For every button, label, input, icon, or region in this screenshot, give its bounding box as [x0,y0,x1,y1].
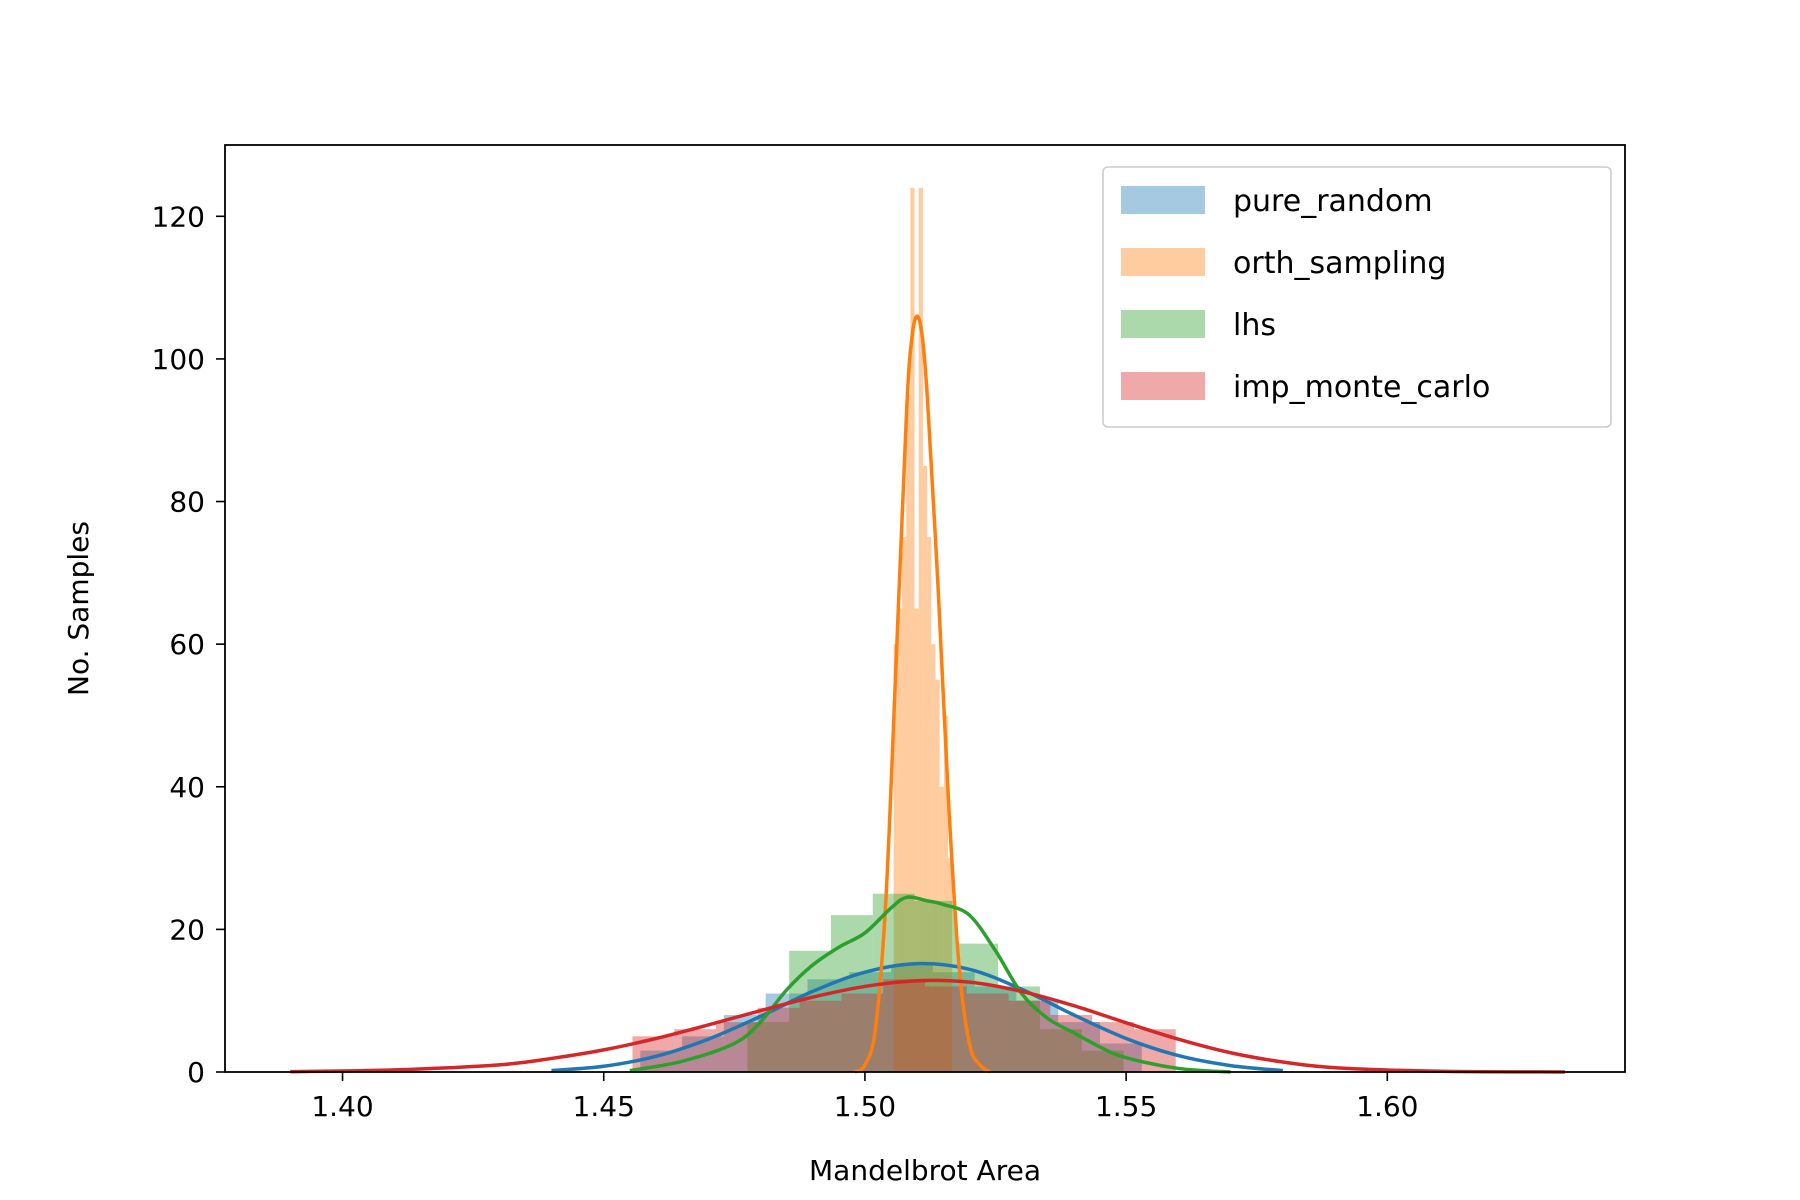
hist-bar [897,608,903,1072]
hist-pure-random [640,965,1142,1072]
hist-bar [918,187,923,1073]
y-axis: 0 20 40 60 80 100 120 [152,200,225,1089]
legend-item-orth-sampling: orth_sampling [1121,246,1446,281]
hist-bar [931,644,936,1072]
hist-bar [799,1000,842,1072]
hist-bar [1039,1029,1082,1072]
y-tick-label: 120 [152,200,205,233]
hist-bar [998,986,1040,1072]
legend-swatch [1121,248,1205,276]
hist-bar [910,187,915,1073]
x-tick-label: 1.50 [834,1090,896,1123]
hist-bar [883,979,925,1072]
hist-bar [935,679,940,1072]
legend-swatch [1121,310,1205,338]
hist-bar [914,608,919,1072]
x-tick-label: 1.55 [1095,1090,1157,1123]
hist-bar [974,986,1017,1072]
x-tick-label: 1.45 [573,1090,635,1123]
hist-bar [893,644,898,1072]
plot-frame [224,144,1626,1073]
y-tick-label: 60 [169,628,205,661]
hist-bar [943,715,948,1072]
legend-item-lhs: lhs [1121,308,1276,343]
hist-bar [925,986,967,1072]
hist-bar [789,950,831,1072]
y-tick-label: 40 [169,771,205,804]
kde-line-lhs [629,895,1231,1074]
legend-box [1102,166,1612,428]
hist-bar [902,537,907,1072]
y-tick-label: 0 [187,1056,205,1089]
kde-line-orth-sampling [853,314,992,1074]
hist-bar [927,537,932,1072]
x-axis-label: Mandelbrot Area [809,1154,1041,1187]
hist-bar [1008,1000,1051,1072]
legend-swatch [1121,186,1205,214]
hist-bar [1081,1050,1124,1072]
kde-layer [290,314,1565,1074]
hist-bar [1058,1022,1100,1072]
kde-line-pure-random [551,961,1284,1073]
hist-bar [932,972,975,1072]
y-tick-label: 20 [169,913,205,946]
legend-swatch [1121,372,1205,400]
hist-bar [1016,1000,1059,1072]
y-axis-label: No. Samples [62,521,95,696]
legend-label: orth_sampling [1233,246,1446,281]
x-tick-label: 1.60 [1356,1090,1418,1123]
legend-item-imp-monte-carlo: imp_monte_carlo [1121,370,1490,405]
legend-label: lhs [1233,308,1276,343]
kde-line-imp-monte-carlo [290,978,1565,1074]
hist-bar [906,394,911,1073]
hist-bar [966,993,1009,1072]
y-tick-label: 100 [152,343,205,376]
x-tick-label: 1.40 [311,1090,373,1123]
legend-item-pure-random: pure_random [1121,184,1433,219]
x-axis: 1.40 1.45 1.50 1.55 1.60 [311,1072,1418,1123]
hist-bar [939,786,944,1072]
hist-bar [914,900,957,1072]
hist-bar [922,465,928,1072]
legend-label: pure_random [1233,184,1433,219]
y-tick-label: 80 [169,486,205,519]
legend-label: imp_monte_carlo [1233,370,1490,405]
hist-orth-sampling [893,187,953,1073]
